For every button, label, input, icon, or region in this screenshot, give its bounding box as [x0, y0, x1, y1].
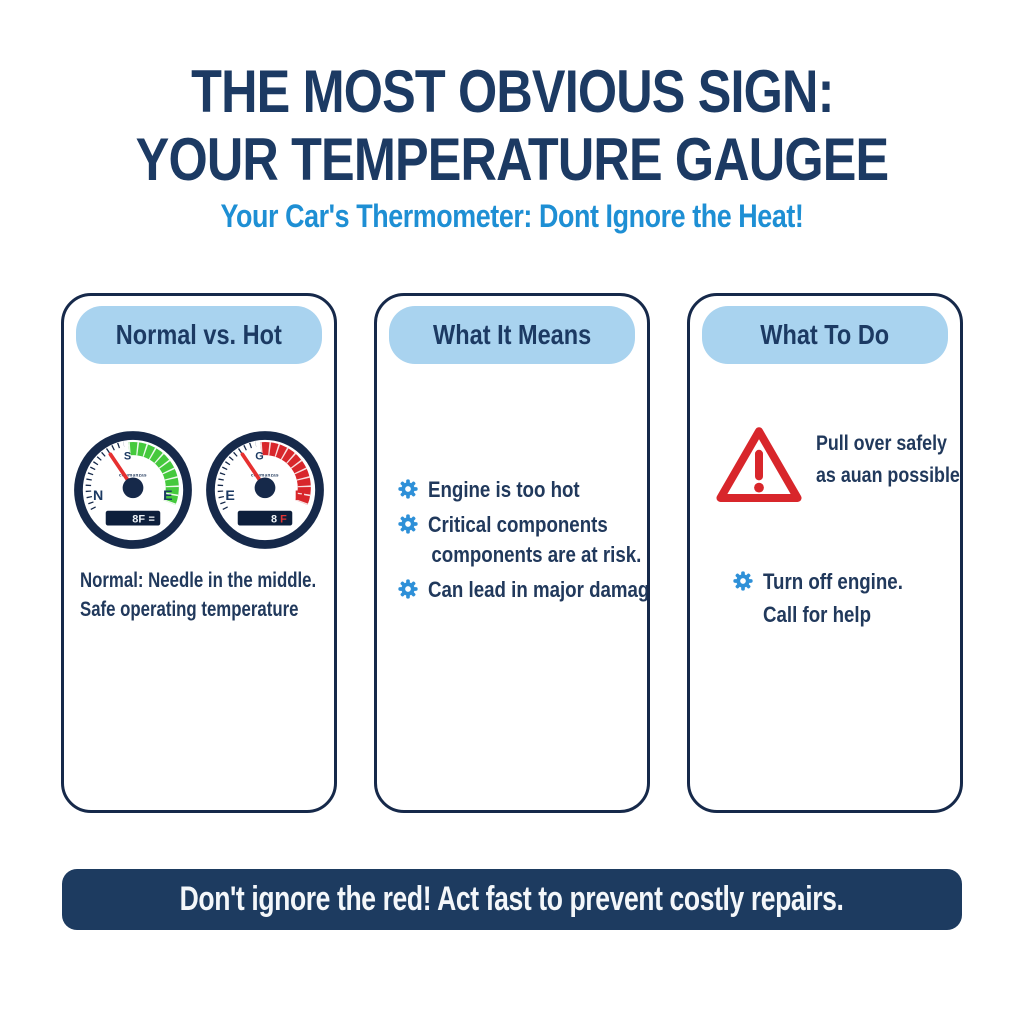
gauge-dial-text: coumanzas — [251, 472, 279, 477]
bullet-text-continued: components are at risk. — [431, 542, 642, 567]
cards-row: Normal vs. Hot S coumanzas N E 8F — [61, 293, 963, 813]
warning-row: Pull over safely as auan possible — [698, 422, 960, 510]
header: THE MOST OBVIOUS SIGN: YOUR TEMPERATURE … — [0, 0, 1024, 235]
gauge-right-label: H — [295, 488, 305, 504]
page-title: THE MOST OBVIOUS SIGN: YOUR TEMPERATURE … — [0, 62, 1024, 190]
card-what-it-means: What It Means Engine is too ho — [374, 293, 650, 813]
temperature-gauge-hot-icon: G coumanzas E H 8 F — [206, 431, 324, 549]
warning-triangle-icon — [716, 427, 802, 502]
list-item: Engine is too hot — [397, 476, 637, 504]
gauge-left-label: E — [225, 488, 234, 504]
gauges-row: S coumanzas N E 8F = G co — [72, 430, 326, 550]
gauge-left-label: N — [93, 488, 103, 504]
bullet-text: Engine is too hot — [428, 477, 580, 502]
gauge-right-label: E — [163, 488, 172, 504]
gauge-top-label: S — [124, 450, 131, 462]
bullet-text: Turn off engine. — [763, 569, 903, 594]
list-item: Turn off engine. Call for help — [698, 568, 952, 629]
gauge-display — [105, 510, 161, 526]
card-normal-vs-hot: Normal vs. Hot S coumanzas N E 8F — [61, 293, 337, 813]
bullet-text: Critical components — [428, 511, 608, 537]
gear-icon — [733, 571, 753, 591]
caption-line-1: Normal: Needle in the middle. — [80, 569, 317, 592]
bullet-text-continued: Call for help — [763, 601, 872, 627]
bullet-text: Can lead in major damage! — [428, 576, 650, 602]
gear-icon — [398, 479, 418, 499]
banner-text: Don't ignore the red! Act fast to preven… — [180, 880, 844, 918]
infographic: THE MOST OBVIOUS SIGN: YOUR TEMPERATURE … — [0, 0, 1024, 930]
gauge-display-value: 8 — [271, 514, 277, 526]
warning-text: Pull over safely as auan possible — [816, 432, 960, 488]
title-line-1: THE MOST OBVIOUS SIGN: — [190, 58, 834, 125]
page-subtitle: Your Car's Thermometer: Dont Ignore the … — [220, 198, 804, 234]
caption-line-2: Safe operating temperature — [80, 598, 299, 622]
list-item: Can lead in major damage! — [397, 576, 647, 604]
gauge-top-label: G — [255, 450, 263, 462]
gauge-dial-text: coumanzas — [119, 472, 147, 477]
temperature-gauge-normal-icon: S coumanzas N E 8F = — [74, 431, 192, 549]
card-what-it-means-header: What It Means — [389, 306, 635, 364]
bullet-list: Engine is too hot Crit — [385, 476, 647, 604]
gauge-display-value: 8F — [132, 514, 145, 526]
gauge-display — [237, 510, 293, 526]
gauge-display-suffix: F — [280, 514, 287, 526]
card-what-to-do-header: What To Do — [702, 306, 948, 364]
gauge-caption: Normal: Needle in the middle. Safe opera… — [80, 566, 326, 625]
card-what-to-do: What To Do Pull over safely as auan poss… — [687, 293, 963, 813]
list-item: Critical components components are at ri… — [397, 511, 641, 569]
bottom-banner: Don't ignore the red! Act fast to preven… — [62, 869, 962, 930]
gear-icon — [398, 578, 418, 599]
card-normal-vs-hot-header: Normal vs. Hot — [76, 306, 322, 364]
gear-icon — [398, 513, 418, 534]
gauge-display-suffix: = — [148, 514, 154, 526]
title-line-2: YOUR TEMPERATURE GAUGEE — [135, 126, 889, 193]
